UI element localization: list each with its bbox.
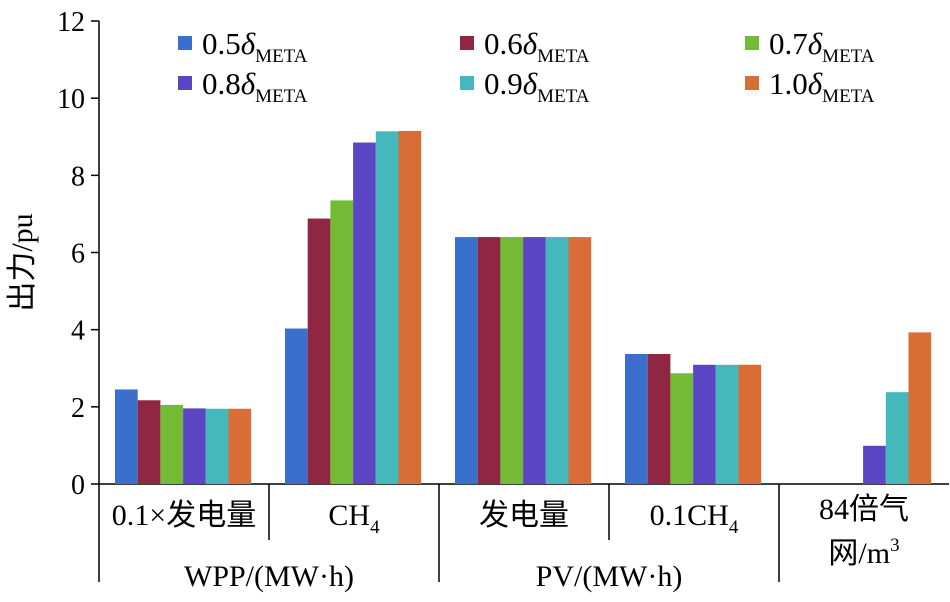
bar (523, 237, 546, 484)
y-tick-label: 10 (57, 84, 85, 115)
group-label: PV/(MW·h) (536, 560, 683, 593)
legend-item: 0.7δMETA (745, 26, 875, 67)
bar (115, 389, 138, 484)
legend-label: 0.6δMETA (484, 26, 590, 67)
legend: 0.5δMETA 0.6δMETA 0.7δMETA 0.8δMETA 0.9δMETA… (178, 26, 875, 107)
group-labels: WPP/(MW·h) PV/(MW·h) (184, 560, 682, 593)
bar (353, 142, 376, 485)
legend-label: 0.5δMETA (202, 26, 308, 67)
bar (477, 237, 501, 484)
bar (183, 408, 206, 484)
bar (863, 445, 886, 484)
bar (160, 404, 184, 484)
legend-swatch (745, 36, 759, 50)
category-label: 发电量 (479, 499, 569, 532)
y-tick-label: 12 (57, 7, 85, 38)
legend-item: 0.9δMETA (460, 66, 590, 107)
legend-item: 0.8δMETA (178, 66, 308, 107)
y-tick-label: 0 (71, 470, 85, 501)
bar (647, 353, 671, 484)
legend-item: 1.0δMETA (745, 66, 875, 107)
legend-swatch (460, 76, 474, 90)
bar (715, 364, 739, 484)
category-label: 84倍气 (819, 493, 909, 526)
legend-swatch (178, 76, 192, 90)
legend-label: 0.8δMETA (202, 66, 308, 107)
bar (693, 364, 716, 484)
category-label: 0.1CH4 (650, 499, 739, 538)
bar (568, 237, 592, 484)
category-label: 网/m3 (828, 535, 899, 570)
legend-label: 0.7δMETA (769, 26, 875, 67)
bar (205, 408, 229, 484)
bar (285, 328, 308, 484)
category-label: CH4 (328, 499, 380, 538)
bars (115, 130, 932, 485)
bar (375, 131, 399, 484)
bar (330, 200, 354, 484)
category-label: 0.1×发电量 (112, 499, 256, 532)
y-axis-title: 出力/pu (6, 213, 39, 311)
bar (545, 237, 569, 484)
y-tick-label: 4 (71, 316, 85, 347)
y-tick-label: 8 (71, 161, 85, 192)
legend-swatch (460, 36, 474, 50)
bar (670, 373, 694, 484)
bar (137, 400, 161, 484)
y-tick-label: 2 (71, 393, 85, 424)
legend-label: 1.0δMETA (769, 66, 875, 107)
bar (885, 392, 909, 484)
bar (455, 237, 478, 484)
bar (398, 130, 422, 484)
legend-item: 0.6δMETA (460, 26, 590, 67)
legend-item: 0.5δMETA (178, 26, 308, 67)
legend-swatch (745, 76, 759, 90)
bar (625, 353, 648, 484)
bar (228, 408, 252, 484)
group-label: WPP/(MW·h) (184, 560, 354, 593)
bar (307, 218, 331, 485)
y-axis-label: 出力/pu (6, 213, 39, 311)
legend-swatch (178, 36, 192, 50)
bar (908, 332, 932, 484)
bar (738, 364, 762, 484)
legend-label: 0.9δMETA (484, 66, 590, 107)
y-tick-label: 6 (71, 239, 85, 270)
bar (500, 237, 524, 484)
